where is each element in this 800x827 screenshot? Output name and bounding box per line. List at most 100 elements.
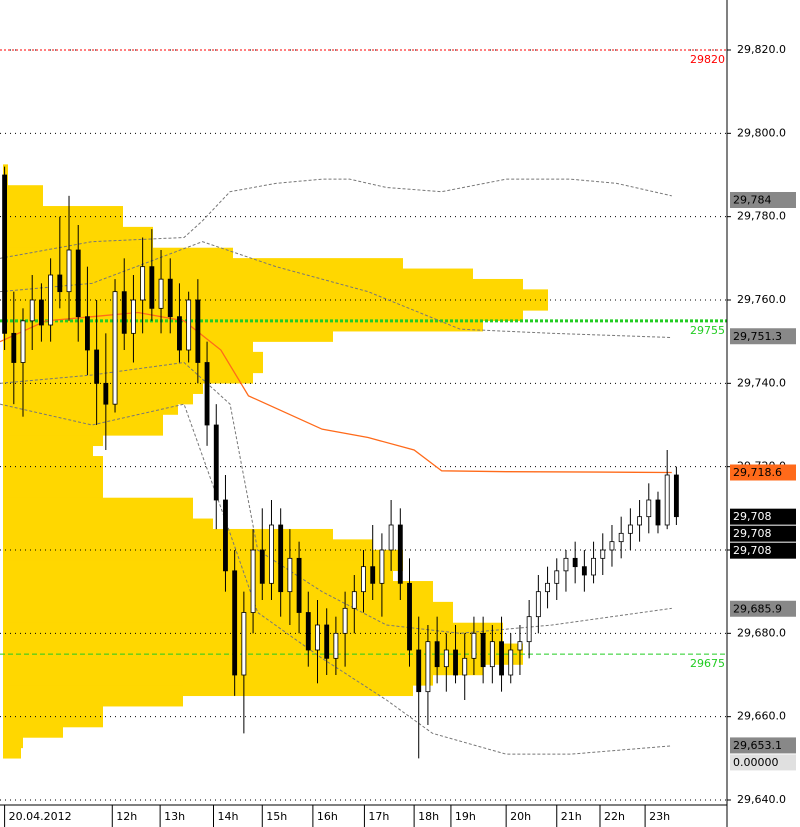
level-label: 29675 bbox=[690, 657, 725, 670]
x-tick-label: 20.04.2012 bbox=[9, 810, 72, 823]
y-tick-label: 29,800.0 bbox=[737, 126, 786, 139]
candle-body bbox=[425, 641, 431, 693]
candle-body bbox=[535, 591, 541, 618]
price-marker bbox=[730, 464, 796, 481]
candle-body bbox=[397, 524, 403, 584]
candle-body bbox=[453, 649, 458, 676]
candle-body bbox=[655, 499, 661, 526]
candle-body bbox=[508, 649, 514, 676]
candle-body bbox=[407, 582, 412, 651]
x-tick-label: 21h bbox=[561, 810, 582, 823]
band-line bbox=[0, 361, 672, 634]
level-label: 29820 bbox=[690, 53, 725, 66]
candle-body bbox=[545, 582, 550, 593]
candle-body bbox=[177, 316, 182, 351]
candle-body bbox=[554, 570, 560, 584]
x-tick-label: 16h bbox=[317, 810, 338, 823]
candle-body bbox=[259, 549, 265, 584]
candle-body bbox=[75, 249, 81, 318]
price-marker bbox=[730, 542, 796, 559]
candle-body bbox=[434, 641, 440, 668]
candle-body bbox=[489, 641, 495, 668]
candle-body bbox=[618, 532, 624, 543]
price-marker-label: 29,653.1 bbox=[733, 739, 782, 752]
candle-body bbox=[213, 424, 219, 501]
candle-body bbox=[149, 266, 155, 309]
candle-body bbox=[637, 516, 643, 526]
candle-body bbox=[673, 474, 679, 518]
y-tick-label: 29,640.0 bbox=[737, 793, 786, 806]
candle-body bbox=[131, 299, 136, 334]
candle-body bbox=[11, 332, 17, 363]
candle-body bbox=[471, 632, 477, 659]
candle-body bbox=[361, 566, 366, 593]
candle-body bbox=[121, 291, 127, 334]
candle-body bbox=[370, 566, 376, 584]
candle-body bbox=[526, 616, 532, 643]
y-tick-label: 29,660.0 bbox=[737, 710, 786, 723]
candle-body bbox=[572, 557, 578, 568]
x-tick-label: 15h bbox=[266, 810, 287, 823]
price-marker-label: 29,685.9 bbox=[733, 602, 782, 615]
price-marker-label: 29,708 bbox=[733, 544, 772, 557]
candle-body bbox=[287, 557, 293, 593]
price-marker-label: 29,718.6 bbox=[733, 466, 782, 479]
candle-body bbox=[480, 632, 486, 668]
price-marker bbox=[730, 600, 796, 617]
candle-body bbox=[195, 299, 201, 363]
price-marker bbox=[730, 508, 796, 525]
candle-body bbox=[232, 570, 238, 676]
candle-body bbox=[103, 382, 109, 405]
x-tick-label: 22h bbox=[604, 810, 625, 823]
level-label: 29755 bbox=[690, 324, 725, 337]
volume-profile-bar bbox=[3, 185, 43, 207]
candle-body bbox=[158, 278, 164, 309]
indicator-label: 0.00000 bbox=[733, 756, 779, 769]
candle-body bbox=[600, 549, 606, 559]
candle-body bbox=[315, 624, 320, 651]
candle-body bbox=[112, 291, 118, 405]
candle-body bbox=[646, 499, 652, 518]
price-marker-label: 29,784 bbox=[733, 194, 772, 207]
candle-body bbox=[351, 591, 357, 609]
price-marker-label: 29,751.3 bbox=[733, 330, 782, 343]
candle-body bbox=[29, 299, 35, 322]
candle-body bbox=[379, 549, 385, 584]
band-line bbox=[0, 403, 672, 755]
vwap-line bbox=[0, 311, 672, 474]
candle-body bbox=[66, 249, 72, 293]
price-marker bbox=[730, 328, 796, 345]
candle-body bbox=[241, 612, 247, 676]
candle-body bbox=[609, 541, 615, 551]
candle-body bbox=[324, 624, 330, 659]
candle-body bbox=[250, 549, 256, 613]
candle-body bbox=[305, 612, 311, 651]
volume-profile-bar bbox=[3, 737, 21, 759]
price-marker-label: 29,708 bbox=[733, 527, 772, 540]
candle-body bbox=[443, 649, 449, 668]
candle-body bbox=[94, 349, 100, 384]
candle-body bbox=[296, 557, 302, 613]
candle-body bbox=[223, 499, 228, 572]
candle-body bbox=[499, 641, 504, 676]
candle-body bbox=[38, 299, 44, 326]
x-tick-label: 18h bbox=[418, 810, 439, 823]
price-marker bbox=[730, 737, 796, 754]
indicator-box bbox=[730, 754, 796, 771]
candle-body bbox=[517, 641, 523, 651]
band-line bbox=[0, 241, 672, 338]
candle-body bbox=[627, 524, 633, 534]
candle-body bbox=[269, 524, 274, 584]
volume-profile-bar bbox=[3, 206, 123, 228]
candle-body bbox=[2, 174, 8, 334]
x-tick-label: 13h bbox=[164, 810, 185, 823]
x-tick-label: 23h bbox=[649, 810, 670, 823]
candle-body bbox=[462, 657, 468, 676]
y-tick-label: 29,760.0 bbox=[737, 293, 786, 306]
candle-body bbox=[57, 274, 63, 293]
candle-body bbox=[388, 524, 394, 551]
band-line bbox=[0, 178, 672, 259]
price-marker bbox=[730, 192, 796, 208]
candle-body bbox=[581, 566, 587, 576]
